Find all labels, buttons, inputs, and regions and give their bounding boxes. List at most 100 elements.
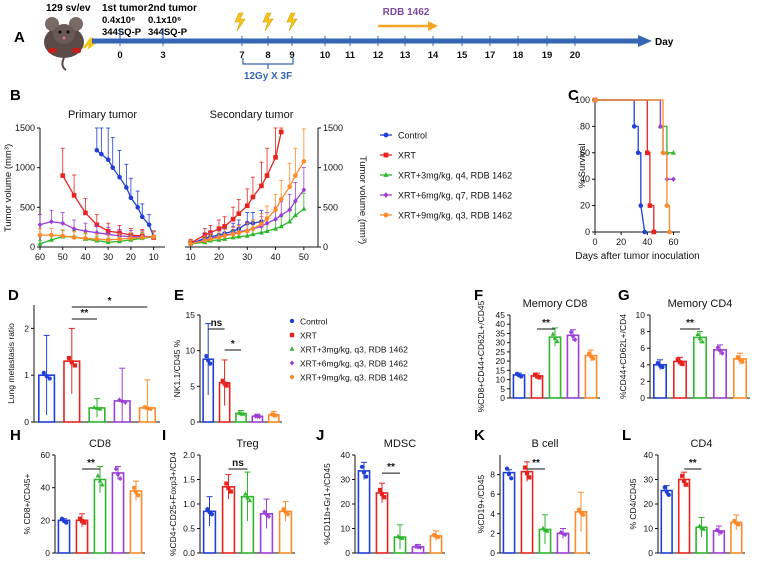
legend-label: XRT+3mg/kg, q3, RDB 1462 [300,345,408,355]
y-tick-label: 0.5 [183,524,195,534]
panel-letter-c: C [568,87,579,104]
x-tick-label: 50 [299,252,309,262]
panel-letter-a: A [14,29,25,46]
data-point [244,203,250,209]
legend-marker [289,374,295,380]
data-point [216,235,222,240]
drug-arrowhead [428,21,438,31]
data-point [222,236,228,241]
data-point [49,218,54,225]
data-point [660,150,666,156]
data-point [204,353,209,359]
y-tick-label: 0 [500,393,505,403]
data-point [113,466,119,472]
y-tick-label: 2 [640,376,645,386]
panel-letter-e: E [174,287,184,304]
x-tick-label: 20 [214,252,224,262]
y-axis-label: Lung metastasis ratio [6,323,16,404]
y-tick-label: 10 [186,346,196,356]
data-point [415,544,421,550]
data-point [697,336,703,341]
y-tick-label: 30 [496,338,506,348]
y-tick-label: 15 [186,310,196,320]
legend-marker [383,132,389,138]
series-line [190,208,305,245]
data-point [135,205,141,210]
data-point [664,203,670,208]
data-point [151,234,156,239]
data-point [139,214,145,220]
data-point [573,337,578,343]
data-point [79,518,85,524]
y-tick-label: 40 [341,450,351,460]
y-tick-label: 1.5 [183,475,195,485]
data-point [677,360,683,365]
y-tick-label: 40 [496,319,506,329]
legend-marker [383,192,389,198]
data-point [578,510,584,515]
chart-title: B cell [532,438,559,450]
data-point [281,507,286,512]
data-point [202,238,208,243]
data-point [527,475,532,480]
y-tick-label: 40 [41,483,51,493]
y-tick-label: 10 [644,524,654,534]
bar [732,358,747,399]
data-point [699,525,704,530]
y-tick-label: 1000 [323,163,343,173]
data-point [139,235,145,240]
significance-label: ** [542,318,550,329]
chart-title: Primary tumor [68,109,137,121]
tumor2-dose: 0.1x10⁶ [148,15,181,26]
y-tick-label: 60 [41,450,51,460]
data-point [66,356,72,361]
timeline-tick-label: 14 [428,50,439,61]
data-point [647,203,653,208]
data-point [278,197,284,202]
significance-label: ** [689,458,697,469]
bar [57,519,71,554]
data-point [537,375,542,380]
panel-g: G 0 2 4 6 8 10 Memory CD4 %CD44+CD62L+/CD4 ** [618,287,750,403]
data-point [222,381,227,386]
radiation-bolts [234,12,298,32]
legend-label: XRT+6mg/kg, q3, RDB 1462 [300,359,408,369]
x-tick-label: 20 [126,252,136,262]
legend-label: Control [300,317,328,327]
bar [520,470,534,554]
data-point [666,492,671,497]
significance-label: ns [232,458,244,469]
data-point [550,331,556,336]
data-point [206,358,211,363]
y-tick-label: 4 [640,360,645,370]
data-point [264,228,270,233]
data-point [247,498,253,503]
panel-letter-g: G [618,287,630,304]
data-point [273,216,278,222]
data-point [651,229,657,235]
data-point [716,528,721,534]
data-point [516,373,522,378]
data-point [544,528,550,533]
data-point [364,474,369,479]
y-axis-label: %CD19+/CD45 [476,475,486,534]
data-point [717,348,723,354]
data-point [99,482,105,487]
data-point [638,203,644,208]
y-tick-label: 0 [585,227,590,237]
data-point [244,228,250,234]
panel-letter-h: H [10,427,21,444]
y-tick-label: 0.0 [183,548,195,558]
y-tick-label: 2 [24,323,29,333]
legend-label: XRT+9mg/kg, q3, RDB 1462 [300,373,408,383]
data-point [552,335,558,341]
data-point [94,405,100,410]
timeline-tick-label: 9 [289,50,294,61]
data-point [264,512,269,518]
data-point [250,231,256,237]
timeline-tick-label: 17 [485,50,496,61]
data-point [542,527,548,532]
y-tick-label: 1.0 [183,499,195,509]
x-tick-label: 20 [616,237,626,247]
